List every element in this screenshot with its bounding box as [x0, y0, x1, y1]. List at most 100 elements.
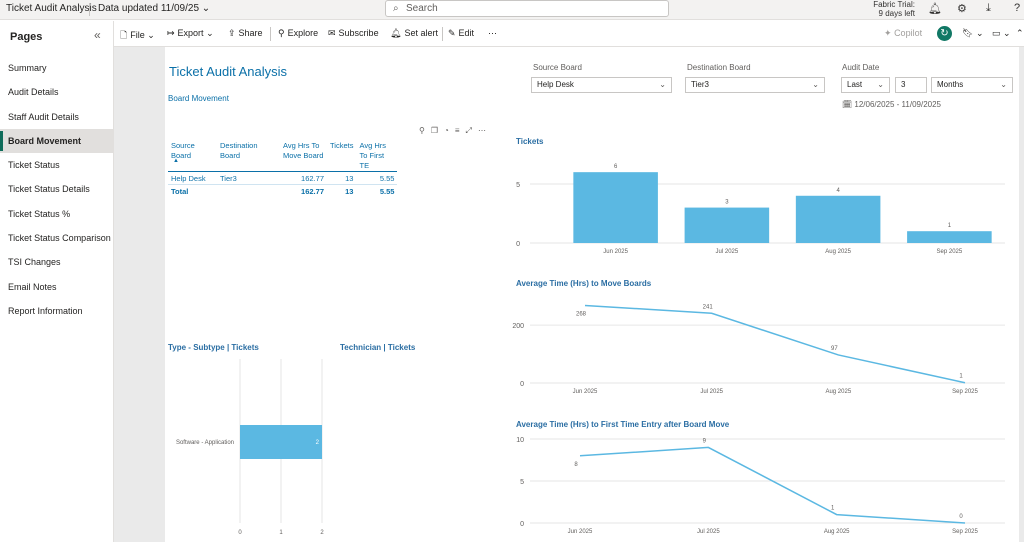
bell-icon[interactable]: 🔔︎ [928, 3, 942, 15]
relative-unit-value: Months [937, 80, 964, 89]
page-list: Summary Audit Details Staff Audit Detail… [0, 56, 114, 323]
pencil-icon: ✎ [448, 28, 456, 38]
chart-title: Average Time (Hrs) to First Time Entry a… [516, 420, 730, 429]
share-button[interactable]: ⇪ Share [228, 28, 263, 39]
bar [573, 172, 658, 243]
edit-button[interactable]: ✎ Edit [448, 28, 474, 39]
collapse-icon[interactable]: « [94, 28, 101, 42]
page-subtitle: Board Movement [168, 94, 229, 103]
chart-title: Average Time (Hrs) to Move Boards [516, 279, 652, 288]
set-alert-button[interactable]: 🔔︎ Set alert [390, 28, 438, 39]
source-board-dropdown[interactable]: Help Desk ⌄ [531, 77, 672, 93]
column-header[interactable]: Source Board [171, 141, 195, 160]
data-label: 4 [836, 188, 840, 194]
more-options-icon[interactable]: ⋯ [477, 126, 492, 135]
data-updated-dropdown[interactable]: Data updated 11/09/25 ⌄ [98, 3, 210, 14]
x-tick-label: Sep 2025 [952, 389, 978, 395]
table-cell: 13 [345, 173, 354, 183]
file-menu[interactable]: 🗋 File ⌄ [120, 28, 155, 44]
destination-board-value: Tier3 [691, 80, 709, 89]
search-input[interactable]: ⌕ Search [385, 0, 669, 17]
copy-icon[interactable]: ❐ [430, 126, 445, 135]
page-audit-details[interactable]: Audit Details [8, 87, 59, 98]
sort-ascending-icon: ▲ [173, 158, 179, 164]
x-tick-label: Jul 2025 [697, 529, 720, 535]
pages-pane: Pages « Summary Audit Details Staff Audi… [0, 21, 114, 542]
destination-board-dropdown[interactable]: Tier3 ⌄ [685, 77, 825, 93]
view-menu[interactable]: ▭ ⌄ [992, 28, 1011, 39]
divider [270, 27, 271, 41]
pin-icon[interactable]: ⚲ [419, 126, 431, 135]
relative-count-input[interactable]: 3 [895, 77, 927, 93]
data-label: 1 [948, 223, 952, 229]
data-label: 8 [574, 462, 578, 468]
table-cell: 5.55 [379, 186, 395, 196]
data-label: 241 [703, 304, 714, 310]
x-tick-label: Sep 2025 [937, 249, 963, 255]
set-alert-label: Set alert [404, 28, 438, 38]
explore-button[interactable]: ⚲ Explore [278, 28, 318, 39]
column-header[interactable]: Tickets [330, 141, 354, 150]
divider [89, 3, 90, 16]
help-icon[interactable]: ? [1014, 2, 1021, 14]
data-label: 97 [831, 346, 838, 352]
expand-icon[interactable]: ⌃ [1016, 28, 1024, 38]
date-range-text: 12/06/2025 - 11/09/2025 [854, 100, 941, 109]
source-board-label: Source Board [533, 63, 582, 72]
subscribe-button[interactable]: ✉ Subscribe [328, 28, 379, 39]
page-ticket-status-percent[interactable]: Ticket Status % [8, 208, 71, 219]
chevron-down-icon: ⌄ [1000, 80, 1007, 89]
data-label: 268 [576, 311, 587, 317]
x-tick-label: Jun 2025 [573, 389, 598, 395]
gear-icon[interactable]: ⚙ [957, 3, 967, 15]
avg-move-line-chart: 0 200 268 Jun 2025 241 Jul 2025 97 Aug 2025 1 Sep… [512, 304, 1005, 395]
bookmark-menu[interactable]: 🔖︎ ⌄ [962, 28, 984, 39]
column-header[interactable]: Avg Hrs To First TE [359, 141, 387, 170]
relative-mode-value: Last [847, 80, 863, 89]
export-label: Export [177, 28, 204, 38]
x-tick-label: Aug 2025 [825, 249, 851, 255]
refresh-icon[interactable]: ↻ [937, 26, 952, 41]
chevron-down-icon: ⌄ [877, 80, 884, 89]
data-label: 9 [703, 438, 707, 444]
page-tsi-changes[interactable]: TSI Changes [8, 257, 61, 268]
file-label: File [130, 30, 145, 40]
y-tick-label: 0 [516, 241, 520, 248]
top-bar: Ticket Audit Analysis Data updated 11/09… [0, 0, 1024, 20]
x-tick-label: Jun 2025 [568, 529, 593, 535]
column-header[interactable]: Destination Board [220, 141, 258, 160]
trial-line-2: 9 days left [878, 9, 915, 18]
x-tick-label: 1 [279, 530, 283, 536]
page-ticket-status-details[interactable]: Ticket Status Details [8, 184, 90, 195]
page-staff-audit-details[interactable]: Staff Audit Details [8, 111, 79, 122]
alert-icon[interactable]: ◔ [444, 126, 455, 135]
table-row[interactable]: Help Desk Tier3 162.77 13 5.55 [168, 172, 398, 185]
page-board-movement[interactable]: Board Movement [0, 128, 114, 154]
more-options-icon[interactable]: ⋯ [488, 28, 497, 38]
download-icon[interactable]: ⤓ [986, 2, 991, 14]
data-label: 2 [316, 440, 320, 446]
page-email-notes[interactable]: Email Notes [8, 281, 57, 292]
subscribe-label: Subscribe [338, 28, 379, 38]
calendar-icon[interactable]: 🗓︎ [842, 100, 853, 109]
page-summary[interactable]: Summary [8, 63, 47, 73]
bar [684, 207, 770, 243]
relative-mode-dropdown[interactable]: Last ⌄ [841, 77, 890, 93]
export-menu[interactable]: ↦ Export ⌄ [167, 28, 214, 39]
table-cell: 5.55 [379, 173, 395, 183]
page-ticket-status-comparison[interactable]: Ticket Status Comparison [8, 233, 111, 244]
tickets-bar-chart: 0 5 6 Jun 2025 3 Jul 2025 4 Aug 2025 1 Sep 2025 [516, 164, 1005, 255]
chevron-down-icon: ⌄ [812, 80, 819, 89]
relative-unit-dropdown[interactable]: Months ⌄ [931, 77, 1013, 93]
copilot-button[interactable]: ✦ Copilot [884, 28, 922, 39]
focus-mode-icon[interactable]: ⤢ [465, 126, 478, 135]
filter-icon[interactable]: ≡ [454, 126, 466, 135]
table-header-row: Source Board Destination Board Avg Hrs T… [168, 139, 398, 172]
date-range: 🗓︎ 12/06/2025 - 11/09/2025 [842, 100, 941, 109]
y-tick-label: 200 [512, 323, 524, 330]
column-header[interactable]: Avg Hrs To Move Board [283, 141, 324, 160]
data-label: 3 [725, 200, 729, 206]
x-tick-label: Jun 2025 [603, 249, 628, 255]
page-ticket-status[interactable]: Ticket Status [8, 160, 60, 171]
page-report-information[interactable]: Report Information [8, 305, 83, 316]
